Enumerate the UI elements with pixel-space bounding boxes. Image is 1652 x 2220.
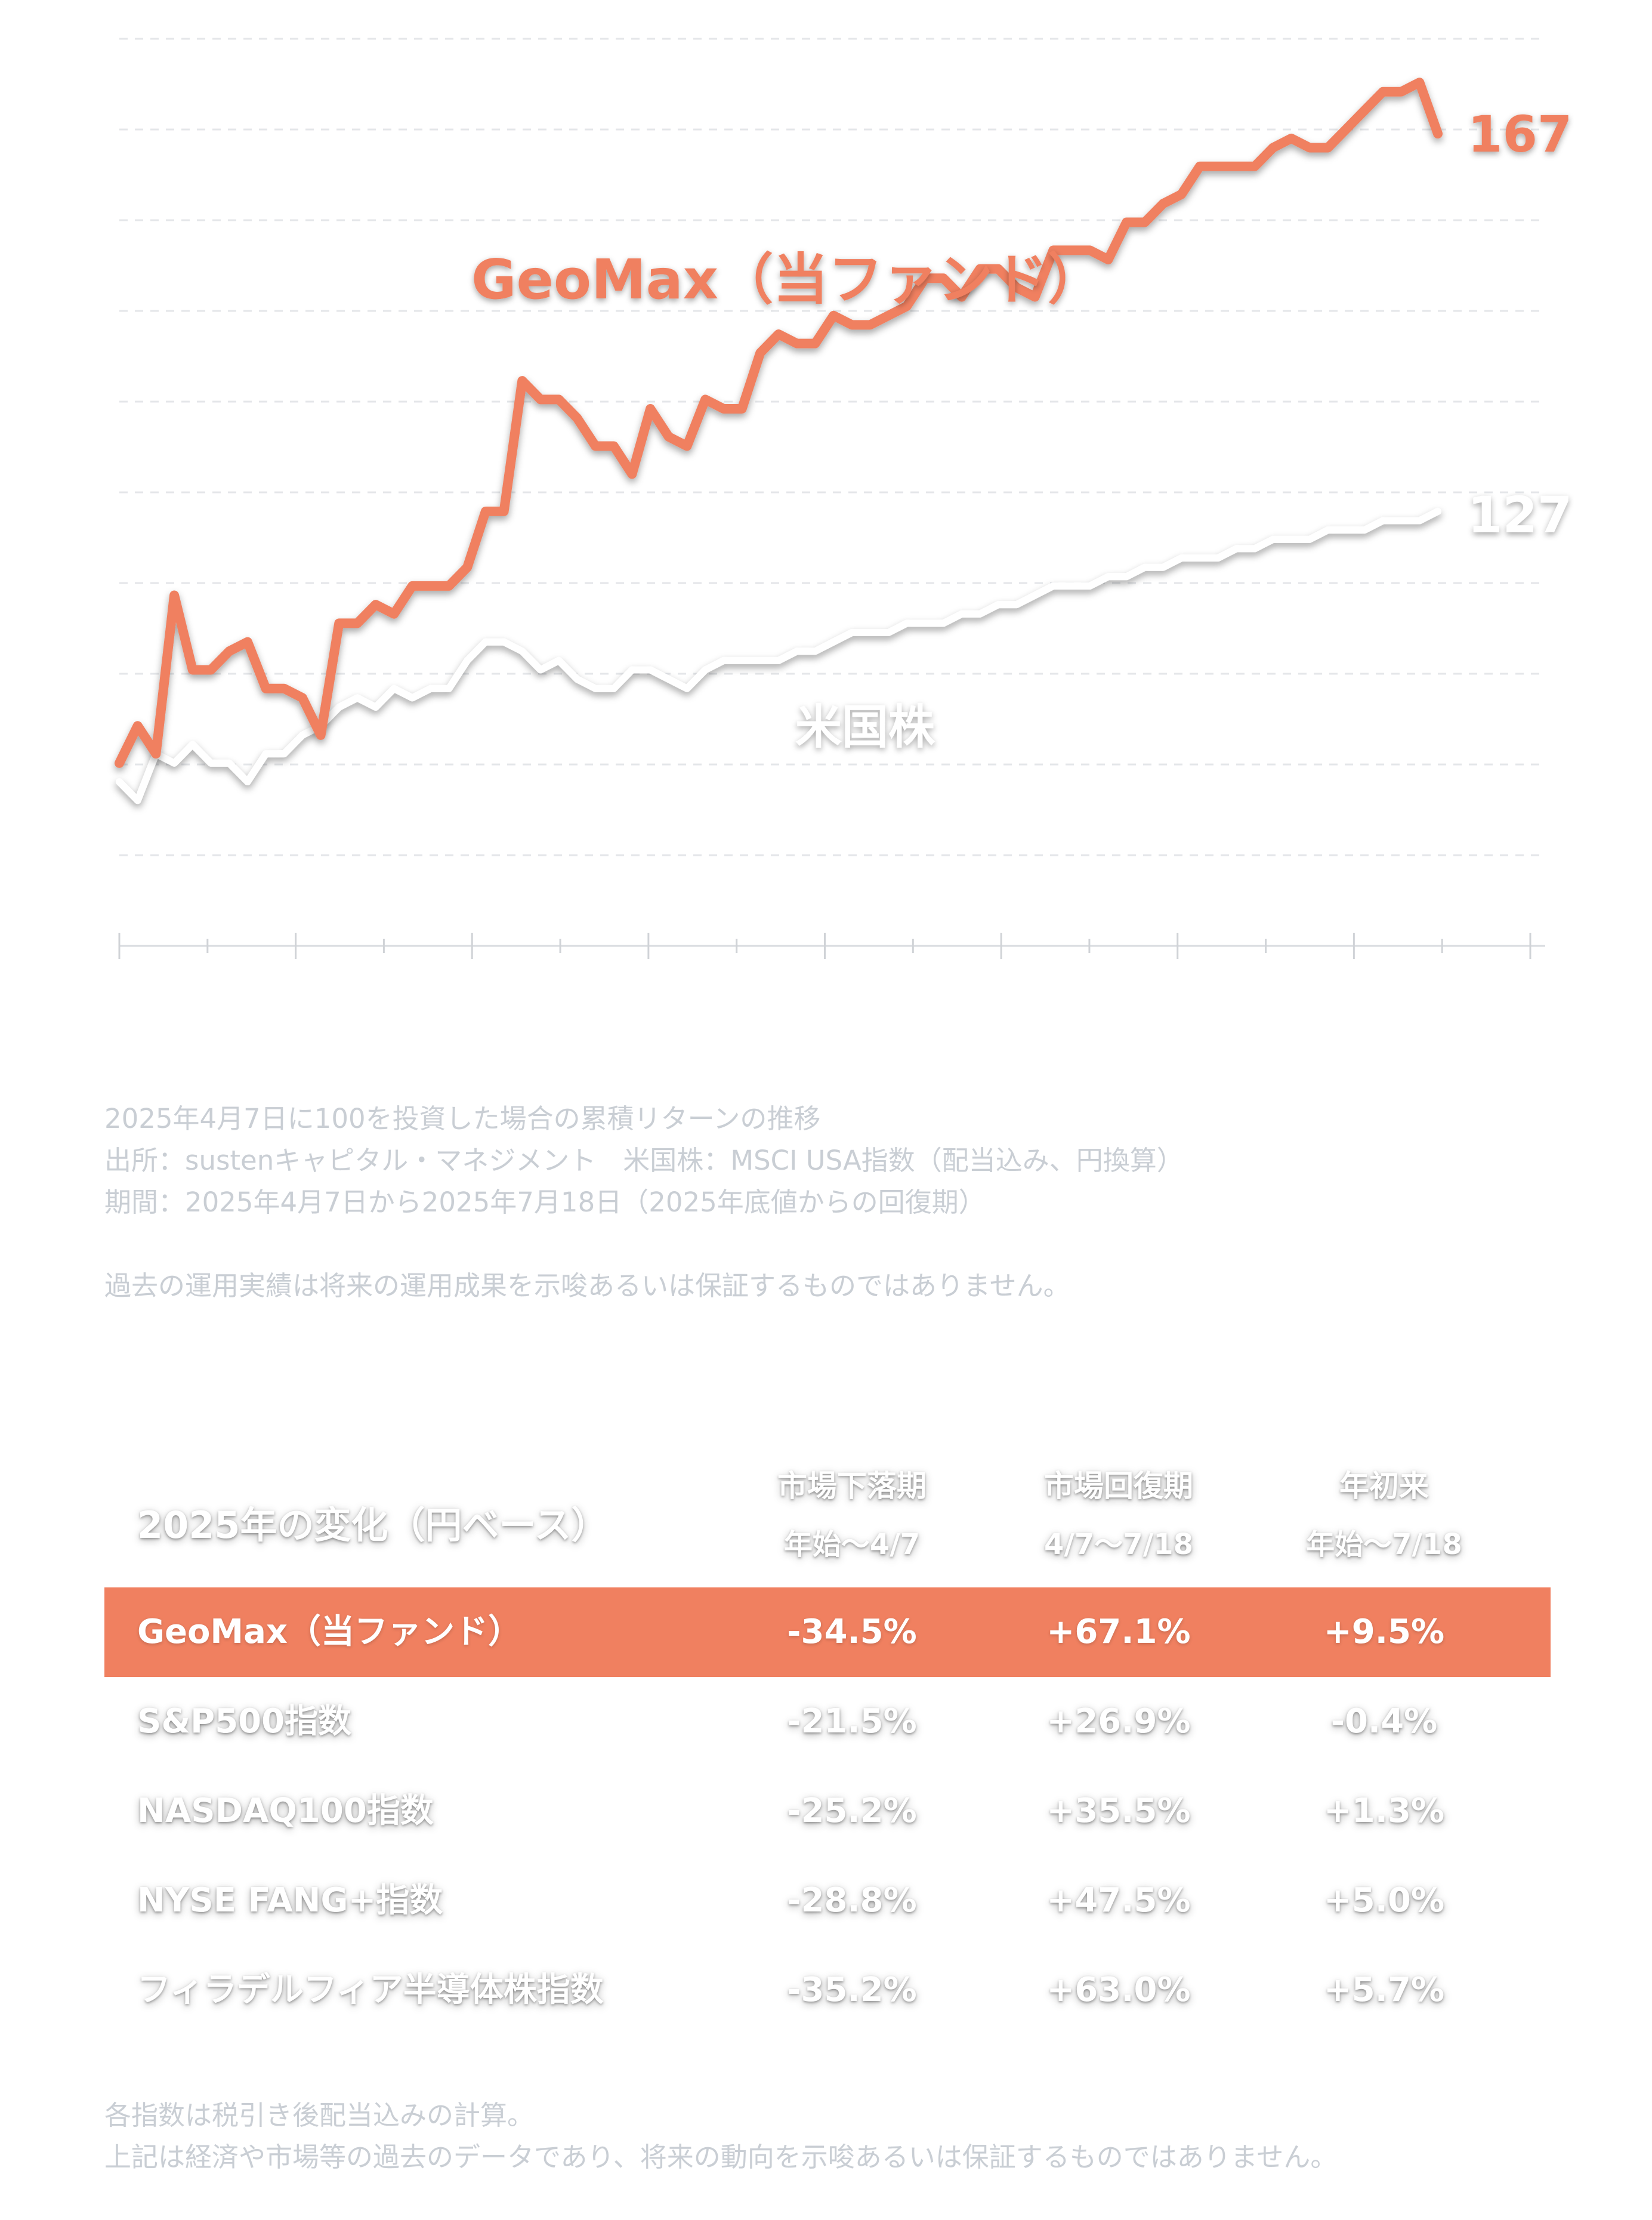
note-spacer	[104, 1223, 1184, 1265]
column-header: 市場回復期 4/7～7/18	[987, 1468, 1250, 1562]
table-notes: 各指数は税引き後配当込みの計算。 上記は経済や市場等の過去のデータであり、将来の…	[104, 2095, 1337, 2178]
us-stock-series-line	[116, 507, 1441, 804]
note-line: 過去の運用実績は将来の運用成果を示唆あるいは保証するものではありません。	[104, 1270, 1070, 1302]
row-value: -21.5%	[787, 1702, 917, 1741]
row-value: -34.5%	[787, 1612, 917, 1651]
series-lines	[115, 78, 1443, 804]
row-name: NASDAQ100指数	[137, 1792, 434, 1830]
column-header: 年初来 年始～7/18	[1253, 1468, 1515, 1562]
row-value: +5.7%	[1323, 1971, 1445, 2009]
row-value: +9.5%	[1323, 1612, 1445, 1651]
note-line: 期間：2025年4月7日から2025年7月18日（2025年底値からの回復期）	[104, 1186, 986, 1218]
line-chart: GeoMax（当ファンド） 米国株 167 127	[115, 38, 1572, 959]
geomax-series-label: GeoMax（当ファンド）	[471, 248, 1103, 312]
row-value: -35.2%	[787, 1971, 917, 2009]
row-value: +26.9%	[1046, 1702, 1191, 1741]
table-row: フィラデルフィア半導体株指数 -35.2% +63.0% +5.7%	[104, 1945, 1551, 2035]
row-value: +1.3%	[1323, 1792, 1445, 1830]
column-sublabel: 年始～4/7	[783, 1528, 921, 1561]
row-value: +63.0%	[1046, 1971, 1191, 2009]
grid-lines	[119, 38, 1545, 856]
column-sublabel: 4/7～7/18	[1043, 1528, 1194, 1561]
geomax-end-value-label: 167	[1468, 105, 1572, 164]
column-label: 年初来	[1339, 1469, 1429, 1503]
table-header: 2025年の変化（円ベース） 市場下落期 年始～4/7 市場回復期 4/7～7/…	[104, 1456, 1551, 1587]
column-label: 市場下落期	[777, 1469, 927, 1503]
row-value: +5.0%	[1323, 1881, 1445, 1920]
row-value: -28.8%	[787, 1881, 917, 1920]
table-row: NASDAQ100指数 -25.2% +35.5% +1.3%	[104, 1766, 1551, 1856]
x-axis	[118, 933, 1545, 959]
chart-notes: 2025年4月7日に100を投資した場合の累積リターンの推移 出所：susten…	[104, 1098, 1184, 1307]
row-value: +67.1%	[1046, 1612, 1191, 1651]
row-value: +35.5%	[1046, 1792, 1191, 1830]
row-value: -25.2%	[787, 1792, 917, 1830]
note-line: 各指数は税引き後配当込みの計算。	[104, 2099, 535, 2131]
us-stock-end-value-label: 127	[1468, 486, 1572, 544]
note-line: 2025年4月7日に100を投資した場合の累積リターンの推移	[104, 1103, 821, 1134]
column-header: 市場下落期 年始～4/7	[721, 1468, 983, 1562]
note-line: 出所：sustenキャピタル・マネジメント 米国株：MSCI USA指数（配当込…	[104, 1145, 1184, 1176]
us-stock-series-label: 米国株	[795, 701, 935, 754]
row-value: -0.4%	[1330, 1702, 1438, 1741]
column-sublabel: 年始～7/18	[1306, 1528, 1462, 1561]
table-row: S&P500指数 -21.5% +26.9% -0.4%	[104, 1677, 1551, 1766]
series-labels: GeoMax（当ファンド） 米国株 167 127	[471, 105, 1572, 754]
table-row: NYSE FANG+指数 -28.8% +47.5% +5.0%	[104, 1856, 1551, 1945]
column-label: 市場回復期	[1044, 1469, 1193, 1503]
row-name: NYSE FANG+指数	[137, 1881, 443, 1920]
row-value: +47.5%	[1046, 1881, 1191, 1920]
table-row-geomax: GeoMax（当ファンド） -34.5% +67.1% +9.5%	[104, 1587, 1551, 1677]
row-name: フィラデルフィア半導体株指数	[137, 1971, 604, 2009]
geomax-series-line	[115, 78, 1443, 768]
table-title: 2025年の変化（円ベース）	[137, 1503, 609, 1547]
row-name: S&P500指数	[137, 1702, 352, 1741]
note-line: 上記は経済や市場等の過去のデータであり、将来の動向を示唆あるいは保証するものでは…	[104, 2141, 1338, 2173]
row-name: GeoMax（当ファンド）	[137, 1612, 522, 1651]
performance-table: 2025年の変化（円ベース） 市場下落期 年始～4/7 市場回復期 4/7～7/…	[104, 1456, 1551, 2035]
